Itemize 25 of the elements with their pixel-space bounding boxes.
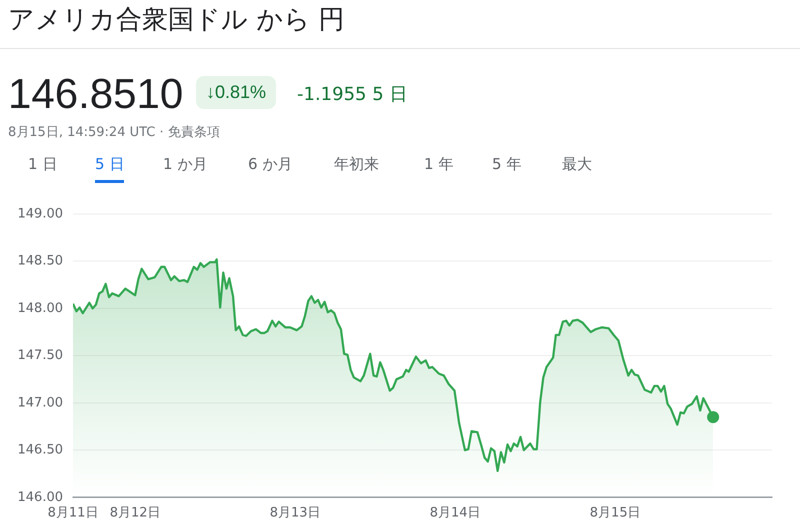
- chart-title: アメリカ合衆国ドル から 円: [8, 4, 345, 37]
- y-tick-label: 149.00: [18, 206, 63, 222]
- text: ↓0.81%: [196, 76, 276, 109]
- y-tick-label: 148.00: [18, 300, 63, 316]
- x-tick-label: 8月13日: [270, 506, 321, 521]
- text: 8月15日, 14:59:24 UTC · 免責条項: [8, 124, 220, 141]
- text: 5 日: [95, 155, 124, 183]
- text: 5 年: [492, 155, 522, 175]
- text: 1 か月: [163, 155, 208, 175]
- y-tick-label: 146.50: [18, 442, 63, 458]
- x-tick-label: 8月12日: [110, 506, 161, 521]
- text: 1 日: [28, 155, 58, 175]
- text: 年初来: [334, 155, 379, 175]
- y-tick-label: 148.50: [18, 254, 63, 269]
- y-tick-label: 147.50: [18, 348, 63, 364]
- y-tick-label: 146.00: [18, 490, 63, 505]
- x-tick-label: 8月15日: [590, 506, 641, 521]
- text: 6 か月: [248, 155, 292, 175]
- text: -1.1955 5 日: [297, 83, 408, 106]
- x-tick-label: 8月14日: [430, 506, 481, 521]
- text: 146.8510: [8, 70, 184, 118]
- text: 1 年: [424, 155, 454, 175]
- text: 最大: [562, 155, 592, 175]
- x-tick-label: 8月11日: [48, 506, 98, 521]
- y-tick-label: 147.00: [18, 395, 63, 410]
